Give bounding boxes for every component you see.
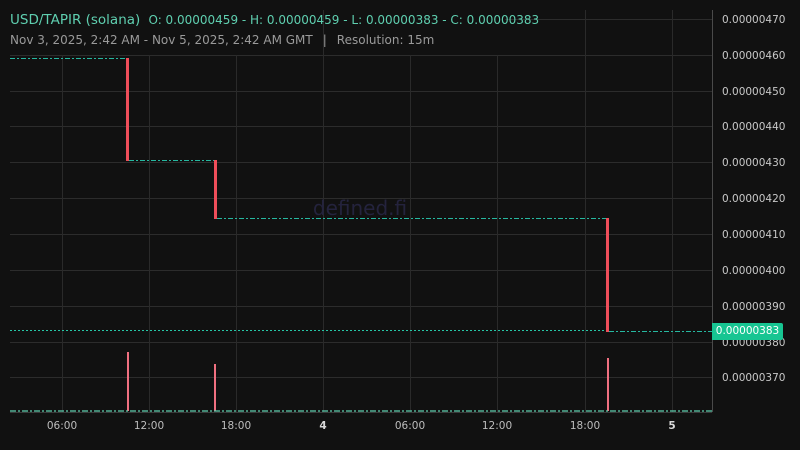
x-tick: 06:00 (395, 420, 425, 432)
candle-3[interactable] (606, 218, 609, 332)
volume-bars (127, 352, 609, 411)
y-tick: 0.00000430 (722, 157, 785, 169)
y-tick: 0.00000380 (722, 337, 785, 349)
x-tick: 18:00 (570, 420, 600, 432)
x-tick: 06:00 (47, 420, 77, 432)
current-price-tag: 0.00000383 (712, 323, 783, 340)
y-tick: 0.00000470 (722, 14, 785, 26)
ohlc-values: O: 0.00000459 - H: 0.00000459 - L: 0.000… (148, 13, 540, 27)
y-tick: 0.00000420 (722, 193, 785, 205)
candle-1[interactable] (126, 58, 129, 161)
x-tick: 18:00 (221, 420, 251, 432)
vertical-grid (62, 10, 673, 412)
y-tick: 0.00000410 (722, 229, 785, 241)
x-axis-labels: 06:00 12:00 18:00 4 06:00 12:00 18:00 5 (47, 420, 676, 432)
price-step-line (10, 58, 712, 332)
y-axis-labels: 0.00000470 0.00000460 0.00000450 0.00000… (722, 14, 785, 384)
y-tick: 0.00000460 (722, 50, 785, 62)
separator: | (322, 33, 327, 47)
volume-bar-1 (127, 352, 129, 411)
chart-header: USD/TAPIR (solana) O: 0.00000459 - H: 0.… (10, 10, 539, 49)
candles (126, 58, 609, 332)
subtitle-row: Nov 3, 2025, 2:42 AM - Nov 5, 2025, 2:42… (10, 31, 539, 49)
y-tick: 0.00000390 (722, 301, 785, 313)
y-tick: 0.00000370 (722, 372, 785, 384)
pair-title: USD/TAPIR (solana) (10, 12, 141, 28)
x-tick: 12:00 (134, 420, 164, 432)
x-tick-day: 5 (668, 420, 675, 432)
volume-bar-2 (214, 364, 216, 411)
watermark: defined.fi (313, 196, 407, 220)
title-row: USD/TAPIR (solana) O: 0.00000459 - H: 0.… (10, 10, 539, 30)
x-tick-day: 4 (319, 420, 326, 432)
y-tick: 0.00000400 (722, 265, 785, 277)
y-tick: 0.00000440 (722, 121, 785, 133)
resolution: Resolution: 15m (336, 33, 435, 47)
volume-bar-3 (607, 358, 609, 411)
candle-2[interactable] (214, 160, 217, 219)
y-tick: 0.00000450 (722, 86, 785, 98)
date-range: Nov 3, 2025, 2:42 AM - Nov 5, 2025, 2:42… (10, 33, 313, 47)
x-tick: 12:00 (482, 420, 512, 432)
